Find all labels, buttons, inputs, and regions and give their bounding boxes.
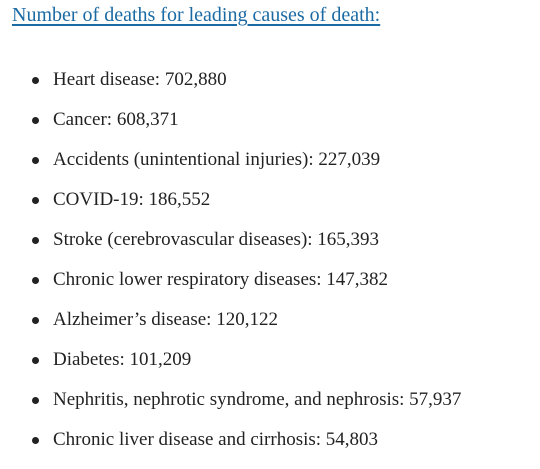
list-item: Nephritis, nephrotic syndrome, and nephr…: [0, 380, 461, 420]
list-item: Chronic liver disease and cirrhosis: 54,…: [0, 420, 461, 460]
list-item: Chronic lower respiratory diseases: 147,…: [0, 260, 461, 300]
heading-link[interactable]: Number of deaths for leading causes of d…: [12, 4, 381, 26]
list-item: Heart disease: 702,880: [0, 60, 461, 100]
list-item: Cancer: 608,371: [0, 100, 461, 140]
list-item: Alzheimer’s disease: 120,122: [0, 300, 461, 340]
list-item: Accidents (unintentional injuries): 227,…: [0, 140, 461, 180]
list-item: Stroke (cerebrovascular diseases): 165,3…: [0, 220, 461, 260]
cause-list: Heart disease: 702,880 Cancer: 608,371 Acc…: [0, 60, 461, 460]
list-item: COVID-19: 186,552: [0, 180, 461, 220]
list-item: Diabetes: 101,209: [0, 340, 461, 380]
